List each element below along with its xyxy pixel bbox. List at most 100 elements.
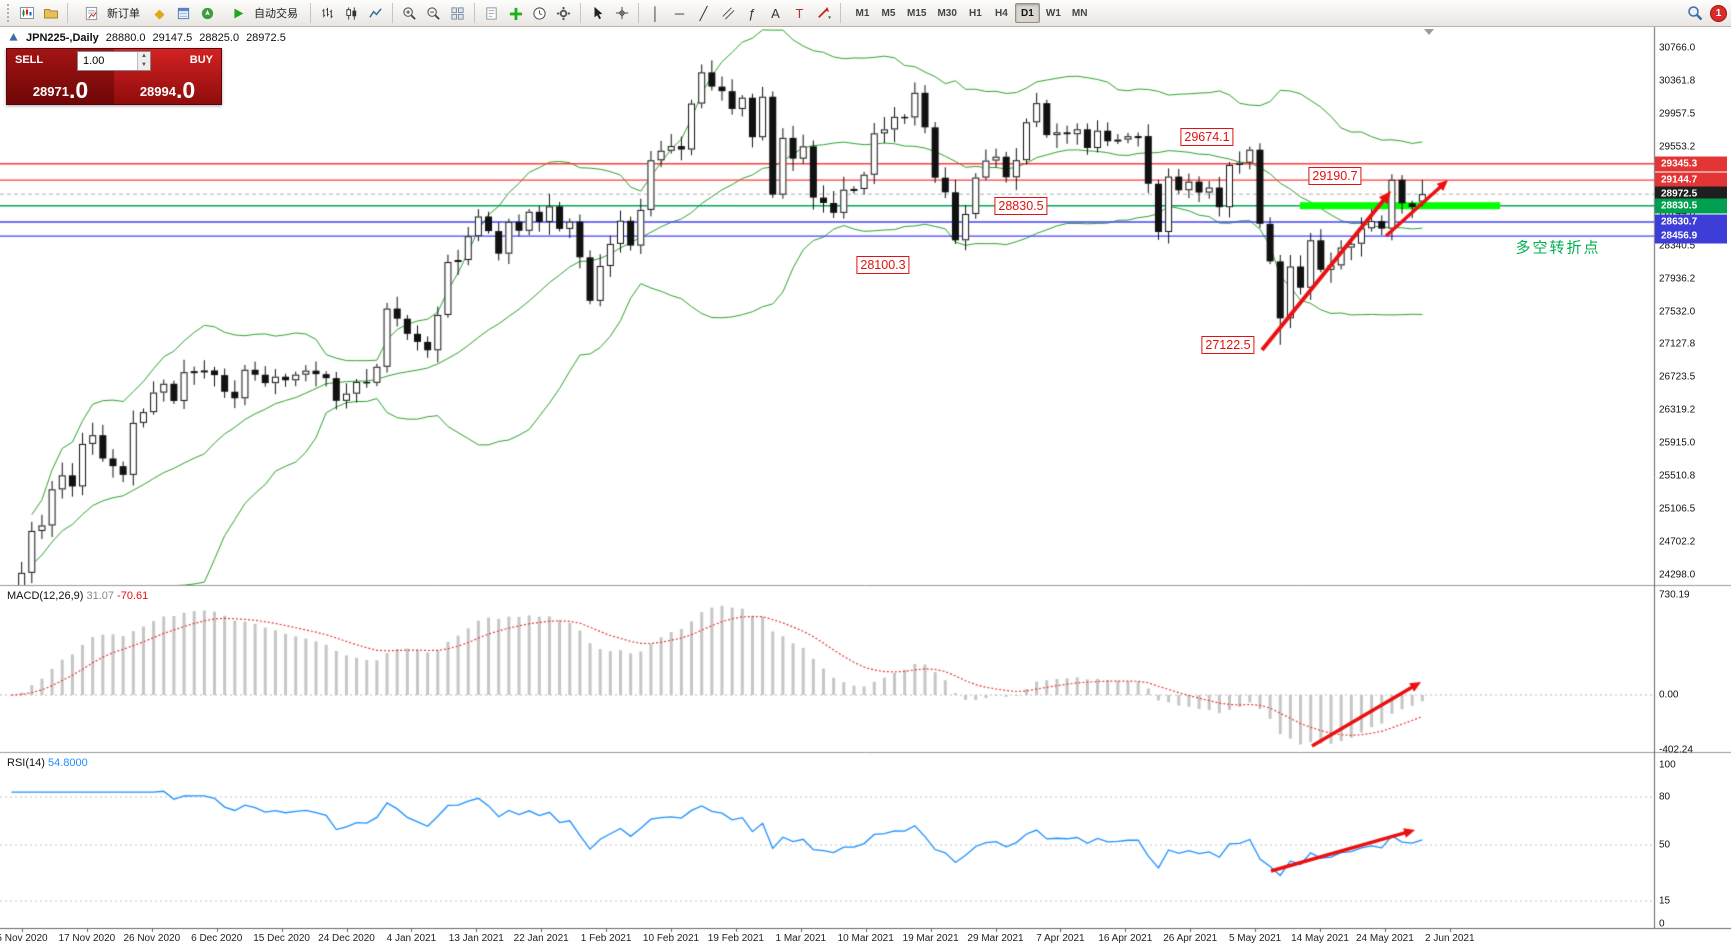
tile-windows-icon[interactable] [446, 2, 469, 24]
toolbar-grip[interactable] [7, 4, 11, 22]
rsi-indicator-label: RSI(14) 54.8000 [7, 757, 88, 769]
cursor-icon[interactable] [586, 2, 609, 24]
macd-axis-label: 730.19 [1659, 589, 1690, 601]
timeframe-button-w1[interactable]: W1 [1045, 7, 1061, 19]
timeframe-button-m5[interactable]: M5 [881, 7, 896, 19]
date-axis-label: 26 Apr 2021 [1163, 933, 1218, 944]
zoom-out-icon[interactable] [422, 2, 445, 24]
date-axis-label: 19 Mar 2021 [902, 933, 959, 944]
new-order-button[interactable]: 新订单 [73, 2, 147, 24]
shapes-icon[interactable] [812, 2, 835, 24]
text-label-icon[interactable]: T [795, 5, 804, 21]
price-annotation[interactable]: 29674.1 [1180, 127, 1234, 146]
timeframe-button-m30[interactable]: M30 [937, 7, 957, 19]
buy-price-main: 28994 [139, 84, 176, 99]
periods-icon[interactable] [528, 2, 551, 24]
trendline-icon[interactable]: ╱ [699, 5, 708, 21]
new-chart-icon[interactable] [15, 2, 38, 24]
ohlc-open: 28880.0 [105, 32, 146, 44]
chart-shift-marker[interactable] [1424, 29, 1434, 35]
timeframe-button-m15[interactable]: M15 [907, 7, 927, 19]
macd-signal-value: -70.61 [117, 590, 149, 602]
price-axis-label: 27936.2 [1659, 273, 1696, 285]
price-tag: 28630.7 [1655, 214, 1727, 230]
date-axis-label: 2 Jun 2021 [1425, 933, 1475, 944]
sell-label: SELL [15, 54, 44, 66]
price-tag: 28456.9 [1655, 228, 1727, 244]
timeframe-button-d1[interactable]: D1 [1014, 3, 1040, 23]
date-axis-label: 29 Mar 2021 [967, 933, 1024, 944]
buy-price-big: .0 [175, 77, 196, 103]
date-axis-label: 13 Jan 2021 [448, 933, 504, 944]
price-axis-label: 27532.0 [1659, 306, 1696, 317]
toolbar-separator [474, 3, 475, 23]
autotrading-icon [227, 2, 250, 24]
timeframe-button-m1[interactable]: M1 [855, 7, 870, 19]
text-icon[interactable]: A [771, 5, 780, 21]
date-axis-label: 14 May 2021 [1291, 933, 1349, 944]
crosshair-icon[interactable] [610, 2, 633, 24]
ohlc-close: 28972.5 [246, 32, 286, 44]
date-axis-label: 26 Nov 2020 [123, 933, 181, 944]
volume-input[interactable] [78, 52, 137, 70]
toolbar-separator [67, 3, 68, 23]
date-axis-label: 22 Jan 2021 [513, 933, 569, 944]
date-axis-label: 17 Nov 2020 [58, 933, 116, 944]
price-axis-label: 29957.5 [1659, 108, 1696, 120]
profiles-icon[interactable] [39, 2, 62, 24]
bar-chart-icon[interactable] [316, 2, 339, 24]
notification-badge[interactable]: 1 [1710, 4, 1727, 22]
horizontal-line-icon[interactable]: ─ [674, 5, 685, 21]
timeframe-button-h1[interactable]: H1 [969, 7, 982, 19]
navigator-icon[interactable] [196, 2, 219, 24]
toolbar-separator [840, 3, 841, 23]
date-axis-label: 6 Dec 2020 [191, 933, 243, 944]
chart-settings-icon[interactable] [552, 2, 575, 24]
buy-label: BUY [189, 54, 213, 66]
timeframe-toolbar: M1 M5 M15 M30 H1 H4 D1 W1 MN [850, 3, 1092, 23]
line-chart-icon[interactable] [364, 2, 387, 24]
add-indicator-icon[interactable] [504, 2, 527, 24]
symbol-info-bar: JPN225-,Daily 28880.0 29147.5 28825.0 28… [8, 31, 286, 45]
timeframe-button-mn[interactable]: MN [1071, 7, 1088, 19]
macd-value: 31.07 [86, 590, 115, 602]
date-axis-label: 10 Feb 2021 [642, 933, 700, 944]
chart-window-icon [8, 31, 19, 45]
autotrading-button[interactable]: 自动交易 [220, 2, 305, 24]
timeframe-button-h4[interactable]: H4 [995, 7, 1008, 19]
date-axis-label: 5 Nov 2020 [0, 933, 48, 944]
candlestick-chart-icon[interactable] [340, 2, 363, 24]
toolbar-separator [310, 3, 311, 23]
sell-price: 28971 .0 [7, 71, 114, 104]
price-axis-label: 30766.0 [1659, 42, 1696, 54]
price-annotation[interactable]: 29190.7 [1308, 167, 1362, 186]
data-window-icon[interactable] [172, 2, 195, 24]
price-annotation[interactable]: 27122.5 [1201, 335, 1255, 354]
zoom-in-icon[interactable] [398, 2, 421, 24]
rsi-value: 54.8000 [47, 757, 88, 769]
price-axis-label: 27127.8 [1659, 338, 1696, 350]
price-annotation[interactable]: 28100.3 [856, 256, 910, 275]
sell-price-big: .0 [68, 77, 89, 103]
channel-icon[interactable] [716, 2, 739, 24]
price-axis-label: 26319.2 [1659, 404, 1696, 416]
volume-up-button[interactable]: ▲ [138, 52, 150, 61]
date-axis-label: 19 Feb 2021 [707, 933, 764, 944]
ohlc-high: 29147.5 [152, 32, 193, 44]
price-axis-label: 26723.5 [1659, 371, 1696, 383]
new-order-icon [80, 2, 103, 24]
volume-down-button[interactable]: ▼ [138, 61, 150, 70]
macd-axis-label: -402.24 [1659, 744, 1693, 756]
turning-point-note[interactable]: 多空转折点 [1515, 239, 1601, 257]
sell-price-main: 28971 [32, 84, 69, 99]
vertical-line-icon[interactable]: │ [651, 5, 660, 21]
marketwatch-icon[interactable]: ◆ [154, 5, 165, 21]
price-axis-label: 24298.0 [1659, 569, 1696, 581]
fibonacci-icon[interactable]: ƒ [747, 5, 756, 21]
price-annotation[interactable]: 28830.5 [994, 196, 1048, 215]
autotrading-label: 自动交易 [254, 8, 298, 20]
search-icon [1683, 2, 1706, 24]
templates-icon[interactable] [480, 2, 503, 24]
